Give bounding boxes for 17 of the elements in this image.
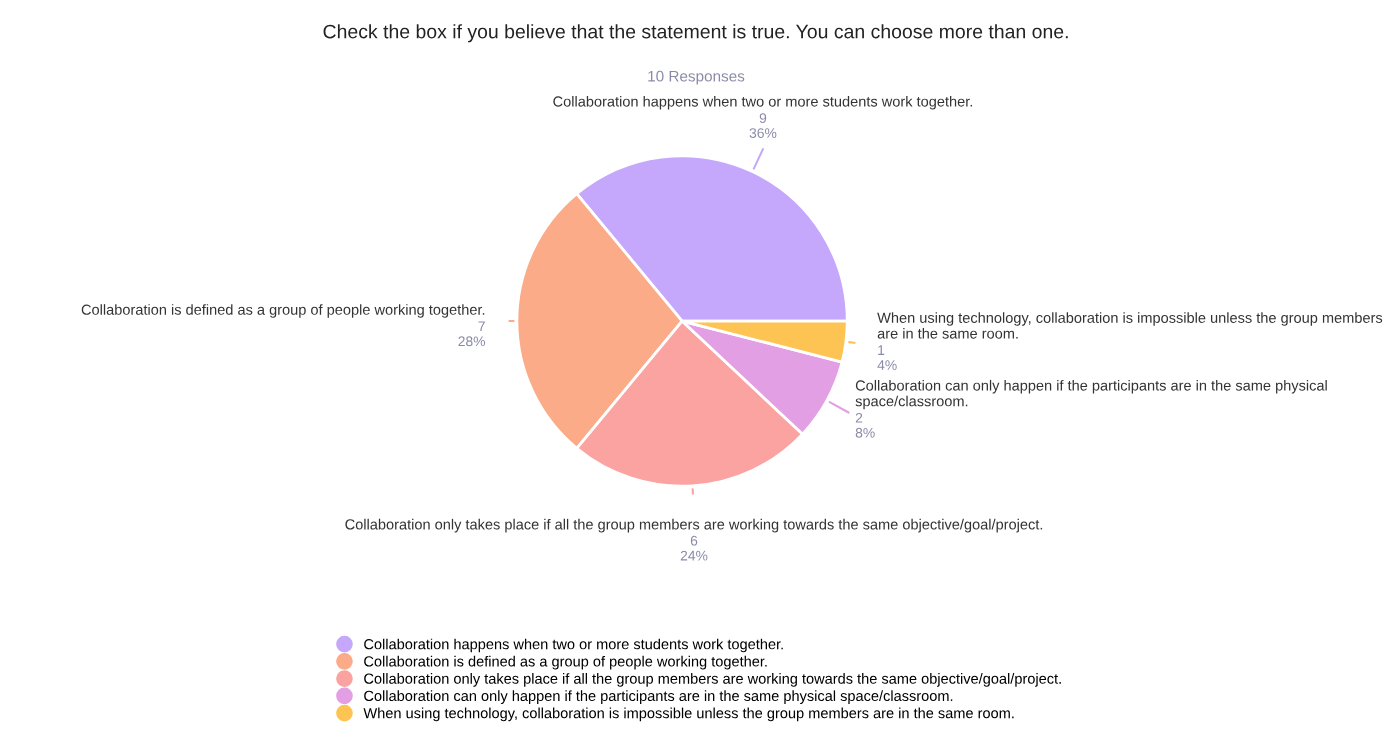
legend-label: Collaboration only takes place if all the group members are working towards the same objective/goal/project. [364,673,1061,687]
legend-label: Collaboration happens when two or more students work together. [364,638,783,653]
legend-label: Collaboration is defined as a group of people working together. [364,655,767,670]
slice-label: Collaboration only takes place if all the group members are working towards the same objective/goal/project. [345,518,1043,533]
data-label: 6 24% [680,535,708,561]
data-label: 9 36% [749,113,777,138]
data-label: 2 8% [855,412,875,438]
data-label: 1 4% [877,345,897,370]
legend-label: Collaboration can only happen if the participants are in the same physical space/classroom. [364,690,953,704]
slice-label: Collaboration happens when two or more students work together. [553,95,973,110]
slice-label: Collaboration can only happen if the participants are in the same physical space/classroom. [855,379,1327,410]
legend-label: When using technology, collaboration is impossible unless the group members are in the same room. [363,707,1014,722]
chart-subtitle: 10 Responses [648,70,745,85]
data-label: 7 28% [458,321,486,347]
chart-title: Check the box if you believe that the statement is true. You can choose more than one. [323,24,1068,43]
slice-label: When using technology, collaboration is impossible unless the group members are in the same room. [877,312,1383,339]
slice-label: Collaboration is defined as a group of people working together. [81,304,485,318]
